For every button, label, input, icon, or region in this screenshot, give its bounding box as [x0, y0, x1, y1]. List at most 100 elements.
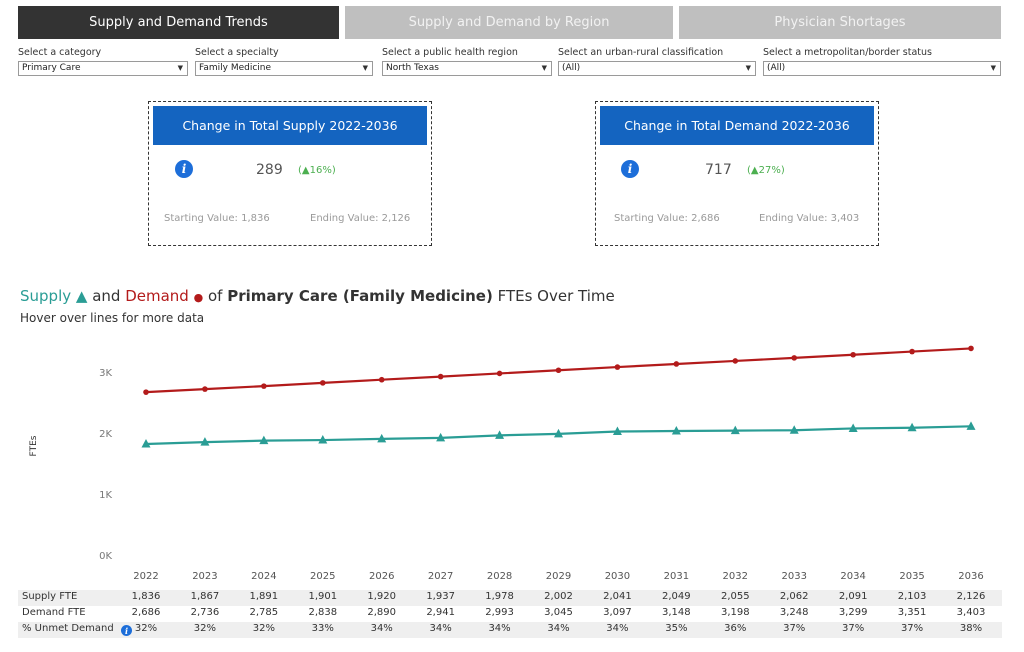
supply-ending-value: Ending Value: 2,126: [310, 213, 411, 224]
specialty-select[interactable]: Family Medicine ▼: [195, 61, 373, 76]
specialty-filter: Select a specialty Family Medicine ▼: [195, 46, 373, 76]
demand-point: [791, 355, 798, 361]
demand-change-value: 717: [705, 162, 732, 178]
demand-point: [968, 345, 974, 352]
x-tick-label: 2032: [723, 571, 748, 582]
category-select[interactable]: Primary Care ▼: [18, 61, 188, 76]
table-cell: 3,403: [956, 607, 986, 618]
x-tick-label: 2036: [958, 571, 983, 582]
demand-point: [378, 376, 385, 383]
table-cell: 1,978: [485, 591, 514, 602]
region-filter-label: Select a public health region: [382, 47, 518, 58]
table-cell: 2,049: [662, 591, 691, 602]
y-tick-label: 2K: [99, 429, 112, 440]
table-cell: 37%: [842, 623, 865, 634]
supply-point: [554, 428, 563, 438]
demand-ending-value: Ending Value: 3,403: [759, 213, 860, 224]
tab-physician-shortages[interactable]: Physician Shortages: [679, 6, 1001, 39]
title-of: of: [203, 287, 228, 305]
table-cell: 37%: [900, 623, 924, 634]
category-filter: Select a category Primary Care ▼: [18, 46, 188, 76]
table-cell: 3,248: [779, 607, 809, 618]
demand-dot-icon: ●: [193, 291, 204, 304]
demand-card-title: Change in Total Demand 2022-2036: [600, 106, 874, 145]
table-cell: 2,002: [544, 591, 573, 602]
table-cell: 34%: [488, 623, 511, 634]
urban-rural-select[interactable]: (All) ▼: [558, 61, 756, 76]
row-label: Supply FTE: [22, 591, 78, 602]
x-tick-label: 2028: [487, 571, 512, 582]
table-cell: 2,091: [838, 591, 868, 602]
table-cell: 1,891: [249, 591, 279, 602]
x-tick-label: 2029: [546, 571, 571, 582]
table-cell: 1,920: [367, 591, 397, 602]
table-cell: 37%: [783, 623, 806, 634]
table-cell: 3,148: [662, 607, 691, 618]
demand-starting-value: Starting Value: 2,686: [614, 213, 720, 224]
table-cell: 3,351: [897, 607, 927, 618]
demand-point: [496, 370, 503, 377]
supply-point: [377, 433, 387, 443]
metro-border-select[interactable]: (All) ▼: [763, 61, 1001, 76]
tab-supply-demand-by-region[interactable]: Supply and Demand by Region: [345, 6, 673, 39]
supply-point: [200, 437, 210, 446]
supply-change-value: 289: [256, 162, 283, 178]
table-cell: 34%: [370, 623, 393, 634]
demand-point: [614, 364, 621, 370]
title-category: Primary Care (Family Medicine): [227, 287, 493, 305]
y-tick-label: 1K: [99, 490, 112, 501]
supply-point: [907, 422, 917, 432]
demand-point: [850, 351, 856, 358]
metro-border-filter-label: Select a metropolitan/border status: [763, 47, 932, 58]
demand-change-percent: (▲27%): [747, 165, 785, 176]
table-cell: 3,198: [720, 607, 750, 618]
supply-point: [730, 425, 740, 435]
title-supply: Supply: [20, 287, 72, 305]
x-tick-label: 2025: [310, 571, 335, 582]
table-cell: 2,993: [485, 607, 514, 618]
x-tick-label: 2030: [605, 571, 630, 582]
table-cell: 3,097: [603, 607, 632, 618]
region-select[interactable]: North Texas ▼: [382, 61, 552, 76]
table-cell: 32%: [134, 623, 158, 634]
table-cell: 2,686: [131, 607, 161, 618]
table-cell: 34%: [606, 623, 629, 634]
urban-rural-select-value: (All): [562, 63, 581, 73]
table-cell: 1,901: [308, 591, 338, 602]
supply-point: [789, 425, 799, 434]
info-icon[interactable]: i: [121, 625, 132, 636]
y-axis-label: FTEs: [29, 435, 39, 456]
specialty-select-value: Family Medicine: [199, 63, 272, 73]
info-icon[interactable]: i: [175, 160, 193, 178]
supply-point: [141, 439, 151, 448]
table-cell: 2,890: [367, 607, 397, 618]
table-row: % Unmet Demand i 32% 32% 32% 33% 34% 34% 34% 34% 3…: [18, 622, 1002, 638]
x-tick-label: 2034: [840, 571, 865, 582]
x-tick-label: 2023: [192, 571, 217, 582]
row-label: % Unmet Demand: [22, 623, 114, 634]
table-cell: 33%: [311, 623, 334, 634]
table-row: Demand FTE 2,686 2,736 2,785 2,838 2,890 2,941…: [18, 606, 1002, 622]
table-cell: 36%: [724, 623, 747, 634]
demand-point: [437, 373, 444, 380]
demand-point: [319, 380, 326, 386]
x-tick-label: 2022: [133, 571, 158, 582]
table-cell: 3,299: [838, 607, 868, 618]
y-tick-label: 0K: [99, 551, 112, 562]
region-filter: Select a public health region North Texa…: [382, 46, 552, 76]
urban-rural-filter-label: Select an urban-rural classification: [558, 47, 724, 58]
table-cell: 2,941: [426, 607, 455, 618]
table-cell: 2,055: [720, 591, 750, 602]
title-rest: FTEs Over Time: [492, 287, 615, 305]
table-cell: 34%: [547, 623, 570, 634]
tab-supply-demand-trends[interactable]: Supply and Demand Trends: [18, 6, 339, 39]
metro-border-filter: Select a metropolitan/border status (All…: [763, 46, 1001, 76]
supply-point: [966, 421, 976, 430]
chevron-down-icon: ▼: [990, 64, 996, 72]
supply-point: [436, 432, 446, 442]
supply-starting-value: Starting Value: 1,836: [164, 213, 270, 224]
urban-rural-filter: Select an urban-rural classification (Al…: [558, 46, 756, 76]
table-cell: 32%: [193, 623, 217, 634]
info-icon[interactable]: i: [621, 160, 639, 178]
x-tick-label: 2031: [664, 571, 689, 582]
